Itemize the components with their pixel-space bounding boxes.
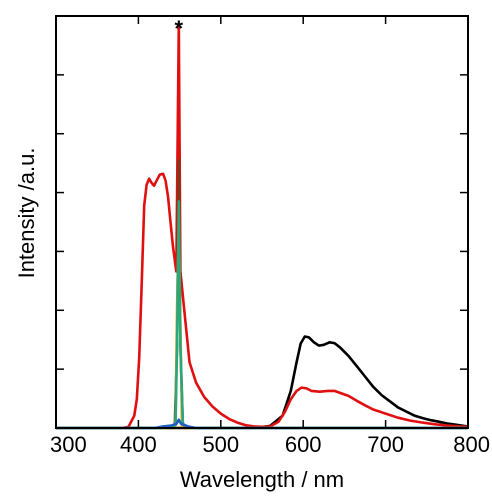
- x-axis-tick-labels: 300 400 500 600 700 800: [50, 432, 490, 457]
- x-axis-ticks: [55, 16, 469, 428]
- y-axis-title: Intensity /a.u.: [14, 148, 39, 279]
- series-line-2: [56, 22, 469, 430]
- x-tick-label-300: 300: [50, 432, 87, 457]
- x-axis-title: Wavelength / nm: [180, 467, 344, 492]
- x-tick-label-600: 600: [285, 432, 322, 457]
- series-line-4: [56, 228, 468, 430]
- x-tick-label-400: 400: [120, 432, 157, 457]
- x-tick-label-700: 700: [367, 432, 404, 457]
- series-line-3: [56, 158, 468, 430]
- y-axis-ticks: [56, 15, 468, 429]
- x-tick-label-500: 500: [202, 432, 239, 457]
- x-tick-label-800: 800: [453, 432, 490, 457]
- series-line-6: [56, 418, 468, 430]
- plot-frame: [55, 15, 469, 429]
- series-line-1: [56, 335, 469, 430]
- series-lines: [56, 22, 469, 430]
- series-line-5: [56, 200, 468, 430]
- scatter-peak-asterisk: *: [174, 16, 183, 41]
